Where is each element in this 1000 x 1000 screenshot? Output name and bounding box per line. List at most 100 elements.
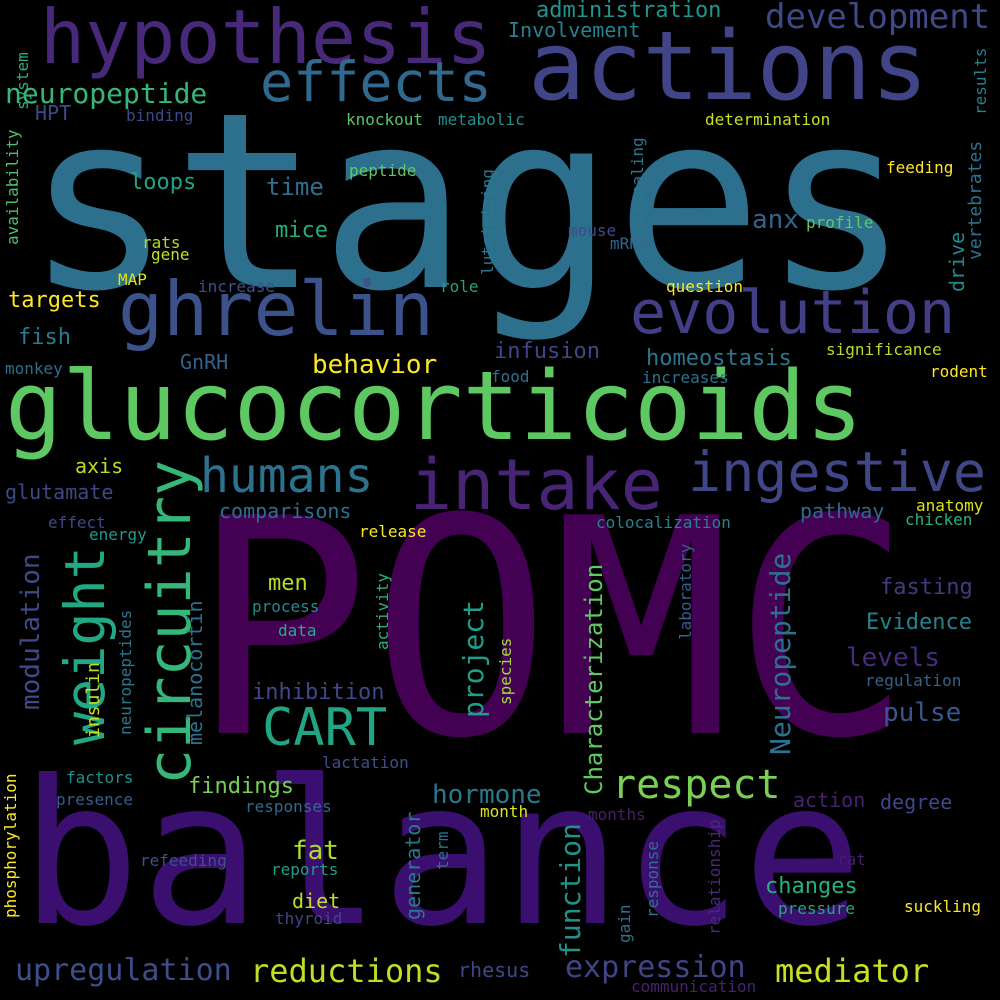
cloud-word: metabolic xyxy=(438,110,525,129)
cloud-word: evolution xyxy=(630,278,956,348)
cloud-word: balance xyxy=(20,738,863,971)
cloud-word: significance xyxy=(826,340,942,359)
cloud-word: peptide xyxy=(349,161,417,180)
cloud-word: upregulation xyxy=(15,953,232,988)
cloud-word: effect xyxy=(48,513,106,532)
cloud-word: glutamate xyxy=(5,480,114,504)
cloud-word: thyroid xyxy=(275,909,343,928)
cloud-word: lactation xyxy=(322,753,409,772)
cloud-word: responses xyxy=(245,797,332,816)
cloud-word: results xyxy=(971,47,990,115)
cloud-word: hypothesis xyxy=(40,0,492,81)
cloud-word: effects xyxy=(260,50,492,114)
cloud-word: behavior xyxy=(312,350,438,380)
cloud-word: levels xyxy=(846,643,940,673)
cloud-word: laboratory xyxy=(676,543,695,640)
cloud-word: feeding xyxy=(886,158,954,177)
cloud-word: knockout xyxy=(346,110,424,129)
cloud-word: insulin xyxy=(83,662,104,738)
cloud-word: expression xyxy=(565,950,746,985)
cloud-word: rhesus xyxy=(458,958,531,982)
cloud-word: mouse xyxy=(568,221,617,240)
cloud-word: changes xyxy=(765,874,858,899)
cloud-word: fat xyxy=(292,836,339,866)
cloud-word: anatomy xyxy=(916,496,984,515)
cloud-word: monkey xyxy=(5,359,63,378)
cloud-word: rodent xyxy=(930,362,988,381)
cloud-word: signaling xyxy=(628,137,647,224)
cloud-word: species xyxy=(496,637,515,705)
cloud-word: neuropeptides xyxy=(116,609,135,735)
cloud-word: luteinizing xyxy=(478,169,497,275)
cloud-word: degree xyxy=(880,790,953,814)
cloud-word: respect xyxy=(612,762,781,808)
cloud-word: modulation xyxy=(16,553,46,710)
cloud-word: determination xyxy=(705,110,831,129)
cloud-word: increase xyxy=(198,277,276,296)
cloud-word: anx xyxy=(752,205,799,235)
cloud-word: inhibition xyxy=(252,680,385,705)
cloud-word: suckling xyxy=(904,897,982,916)
cloud-word: food xyxy=(491,367,530,386)
cloud-word: Involvement xyxy=(508,18,641,42)
cloud-word: project xyxy=(457,599,490,718)
cloud-word: availability xyxy=(3,129,22,245)
cloud-word: phosphorylation xyxy=(1,773,20,919)
cloud-word: binding xyxy=(126,106,194,125)
cloud-word: time xyxy=(266,173,324,201)
cloud-word: question xyxy=(666,277,744,296)
cloud-word: Characterization xyxy=(580,563,608,795)
cloud-word: mice xyxy=(275,218,328,243)
cloud-word: diet xyxy=(292,889,341,913)
cloud-word: vertebrates xyxy=(965,140,986,260)
cloud-word: drive xyxy=(945,231,969,292)
cloud-word: process xyxy=(252,597,320,616)
cloud-word: function xyxy=(554,823,587,958)
cloud-word: data xyxy=(278,621,317,640)
cloud-word: reports xyxy=(271,860,339,879)
cloud-word: hormone xyxy=(432,780,542,810)
cloud-word: findings xyxy=(188,774,294,799)
cloud-word: targets xyxy=(8,288,101,313)
cloud-word: glucocorticoids xyxy=(5,352,863,462)
cloud-word: colocalization xyxy=(596,513,731,532)
cloud-word: loops xyxy=(130,170,197,195)
cloud-word: infusion xyxy=(494,339,600,364)
cloud-word: pulse xyxy=(883,698,962,728)
cloud-word: energy xyxy=(89,525,147,544)
cloud-word: melanocortin xyxy=(183,600,207,746)
cloud-word: regulation xyxy=(865,671,962,690)
cloud-word: months xyxy=(588,805,646,824)
cloud-word: POMC xyxy=(190,455,913,804)
cloud-word: profile xyxy=(806,213,874,232)
cloud-word: increases xyxy=(642,368,729,387)
cloud-word: men xyxy=(268,571,308,596)
cloud-word: intake xyxy=(410,444,663,526)
cloud-word: chicken xyxy=(905,510,973,529)
cloud-word: ingestive xyxy=(688,440,987,504)
cloud-word: administration xyxy=(536,0,722,23)
cloud-word: response xyxy=(643,840,662,918)
cloud-word: ghrelin xyxy=(118,265,435,353)
cloud-word: neuropeptide xyxy=(5,77,208,110)
cloud-word: communication xyxy=(631,977,757,996)
cloud-word: HPT xyxy=(35,101,72,125)
cloud-word: Neuropeptide xyxy=(764,552,797,755)
cloud-word: factors xyxy=(66,768,134,787)
cloud-word: gene xyxy=(151,245,190,264)
cloud-word: MAP xyxy=(118,270,147,289)
cloud-word: relationship xyxy=(705,819,724,935)
cloud-word: actions xyxy=(528,12,929,122)
cloud-word: fasting xyxy=(880,575,973,600)
cloud-word: system xyxy=(13,52,32,110)
cloud-word: generator xyxy=(401,811,425,920)
cloud-word: action xyxy=(793,788,866,812)
cloud-word: fish xyxy=(18,325,71,350)
cloud-word: presence xyxy=(56,790,134,809)
cloud-word: gain xyxy=(615,904,634,943)
cloud-word: axis xyxy=(75,454,124,478)
cloud-word: rats xyxy=(142,233,181,252)
cloud-word: CART xyxy=(262,698,388,758)
cloud-word: refeeding xyxy=(140,851,227,870)
